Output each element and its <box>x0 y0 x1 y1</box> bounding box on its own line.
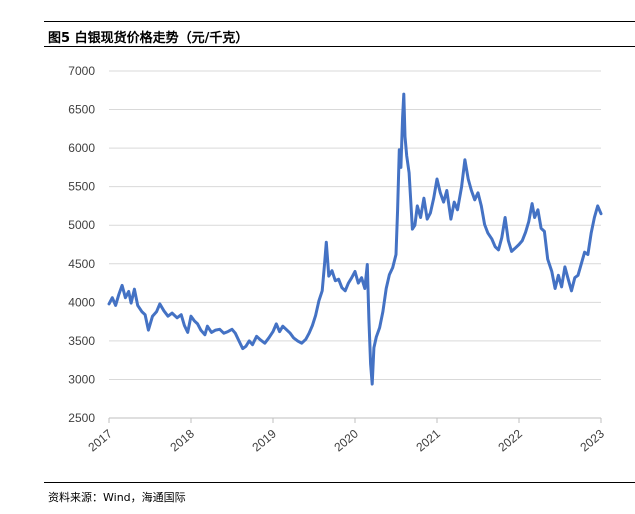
y-tick-label-2500: 2500 <box>68 411 95 425</box>
x-tick-label-2017: 2017 <box>85 426 115 454</box>
y-tick-label-4500: 4500 <box>68 257 95 271</box>
series-line-0 <box>107 92 603 386</box>
y-tick-label-5500: 5500 <box>68 180 95 194</box>
x-tick-label-2023: 2023 <box>577 426 607 454</box>
y-tick-label-3000: 3000 <box>68 372 95 386</box>
y-tick-label-6500: 6500 <box>68 103 95 117</box>
x-tick-label-2022: 2022 <box>495 426 525 454</box>
source-rule <box>44 482 635 483</box>
title-rule-top <box>44 21 635 22</box>
y-tick-label-3500: 3500 <box>68 334 95 348</box>
x-tick-label-2020: 2020 <box>331 426 361 454</box>
x-tick-label-2018: 2018 <box>167 426 197 454</box>
figure-title: 图5 白银现货价格走势（元/千克） <box>48 31 249 46</box>
title-rule-bottom <box>44 46 635 47</box>
y-tick-label-5000: 5000 <box>68 218 95 232</box>
x-tick-label-2019: 2019 <box>249 426 279 454</box>
y-tick-label-4000: 4000 <box>68 295 95 309</box>
y-tick-label-7000: 7000 <box>68 64 95 78</box>
y-tick-label-6000: 6000 <box>68 141 95 155</box>
x-tick-label-2021: 2021 <box>413 426 443 454</box>
source-note: 资料来源：Wind，海通国际 <box>48 491 186 504</box>
